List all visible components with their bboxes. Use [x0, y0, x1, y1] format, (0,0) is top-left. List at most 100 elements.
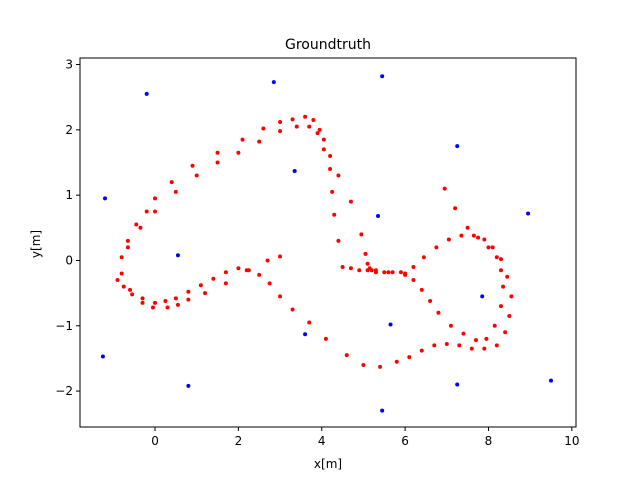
landmark-point	[303, 332, 308, 337]
trajectory-point	[336, 238, 341, 243]
trajectory-point	[321, 137, 326, 142]
trajectory-point	[236, 266, 241, 271]
trajectory-point	[421, 255, 426, 260]
trajectory-point	[398, 270, 403, 275]
trajectory-point	[486, 245, 491, 250]
trajectory-point	[163, 298, 168, 303]
trajectory-point	[348, 199, 353, 204]
x-tick-label: 2	[235, 434, 243, 448]
trajectory-point	[390, 270, 395, 275]
landmarks-series	[100, 74, 553, 413]
trajectory-point	[471, 233, 476, 238]
y-tick-label: 2	[65, 123, 73, 137]
trajectory-point	[215, 160, 220, 165]
trajectory-point	[332, 212, 337, 217]
trajectory-point	[175, 302, 180, 307]
landmark-point	[455, 382, 460, 387]
trajectory-point	[476, 235, 481, 240]
trajectory-point	[442, 186, 447, 191]
trajectory-point	[307, 124, 312, 129]
trajectory-point	[432, 343, 437, 348]
trajectory-point	[457, 343, 462, 348]
trajectory-point	[482, 237, 487, 242]
x-tick-label: 0	[151, 434, 159, 448]
trajectory-point	[448, 323, 453, 328]
trajectory-point	[484, 336, 489, 341]
x-tick-label: 4	[318, 434, 326, 448]
trajectory-point	[169, 180, 174, 185]
landmark-point	[175, 253, 180, 258]
trajectory-point	[498, 257, 503, 262]
trajectory-series	[115, 114, 514, 369]
trajectory-point	[503, 330, 508, 335]
trajectory-point	[294, 124, 299, 129]
trajectory-point	[382, 270, 387, 275]
trajectory-point	[115, 278, 120, 283]
trajectory-point	[428, 298, 433, 303]
trajectory-point	[363, 251, 368, 256]
trajectory-point	[261, 126, 266, 131]
trajectory-point	[173, 189, 178, 194]
trajectory-point	[494, 255, 499, 260]
trajectory-point	[315, 131, 320, 136]
trajectory-point	[186, 289, 191, 294]
trajectory-point	[444, 342, 449, 347]
trajectory-point	[378, 364, 383, 369]
trajectory-point	[492, 323, 497, 328]
trajectory-point	[411, 278, 416, 283]
trajectory-point	[373, 268, 378, 273]
trajectory-point	[215, 150, 220, 155]
trajectory-point	[482, 346, 487, 351]
landmark-point	[103, 196, 108, 201]
trajectory-point	[257, 139, 262, 144]
trajectory-point	[265, 258, 270, 263]
y-tick-label: 0	[65, 253, 73, 267]
landmark-point	[292, 168, 297, 173]
landmark-point	[526, 211, 531, 216]
trajectory-point	[509, 294, 514, 299]
trajectory-point	[490, 245, 495, 250]
trajectory-point	[278, 120, 283, 124]
trajectory-point	[386, 270, 391, 275]
trajectory-point	[173, 296, 178, 301]
trajectory-point	[317, 127, 322, 132]
trajectory-point	[236, 150, 241, 155]
trajectory-point	[361, 362, 366, 367]
trajectory-point	[119, 271, 124, 276]
trajectory-point	[128, 287, 133, 292]
trajectory-point	[140, 300, 145, 305]
trajectory-point	[336, 173, 341, 178]
x-tick-label: 8	[485, 434, 493, 448]
trajectory-point	[453, 206, 458, 211]
trajectory-point	[203, 291, 208, 296]
axes-frame	[79, 57, 577, 428]
axes: 0 2 4 6 8 10 −2 −1 0 1 2 3	[55, 57, 579, 448]
trajectory-point	[411, 264, 416, 269]
chart-title: Groundtruth	[285, 37, 371, 53]
trajectory-point	[469, 346, 474, 351]
trajectory-point	[365, 261, 370, 266]
trajectory-point	[257, 272, 262, 277]
trajectory-point	[344, 353, 349, 358]
trajectory-point	[194, 173, 199, 178]
landmark-point	[186, 383, 191, 388]
trajectory-point	[407, 355, 412, 360]
landmark-point	[380, 74, 385, 79]
trajectory-point	[473, 338, 478, 343]
x-tick-label: 10	[564, 434, 579, 448]
trajectory-point	[165, 305, 170, 310]
trajectory-point	[211, 276, 216, 281]
trajectory-point	[357, 268, 362, 273]
trajectory-point	[465, 225, 470, 230]
trajectory-point	[498, 268, 503, 273]
trajectory-point	[303, 114, 308, 119]
trajectory-point	[144, 209, 149, 214]
landmark-point	[480, 294, 485, 299]
trajectory-point	[311, 118, 316, 123]
x-axis-label: x[m]	[314, 457, 342, 471]
landmark-point	[144, 91, 149, 96]
trajectory-point	[446, 237, 451, 242]
trajectory-point	[394, 359, 399, 364]
landmark-point	[388, 322, 393, 327]
